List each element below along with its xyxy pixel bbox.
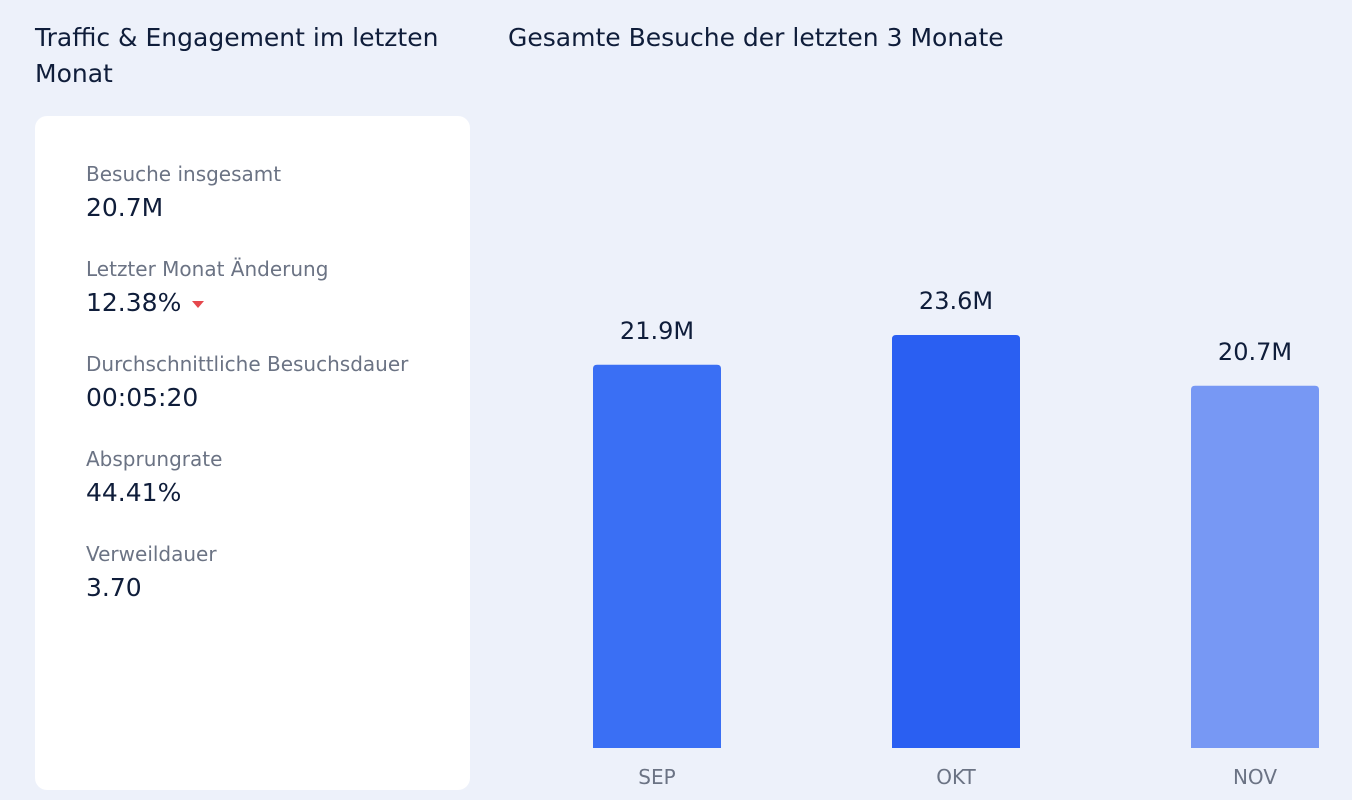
- metric-label: Besuche insgesamt: [86, 162, 282, 186]
- metric-pages-per-visit: Verweildauer 3.70: [86, 540, 470, 635]
- bar-sep[interactable]: [593, 364, 721, 748]
- metric-label: Verweildauer: [86, 542, 217, 566]
- metric-total-visits: Besuche insgesamt 20.7M: [86, 160, 470, 255]
- metric-value: 20.7M: [86, 190, 470, 226]
- caret-down-icon: [192, 300, 205, 308]
- metric-value: 44.41%: [86, 475, 470, 511]
- metric-value: 3.70: [86, 570, 470, 606]
- data-label-okt: 23.6M: [919, 287, 993, 315]
- bar-okt[interactable]: [892, 335, 1020, 748]
- visits-bar-chart: 21.9M SEP 23.6M OKT 20.7M NOV: [508, 120, 1352, 800]
- metric-avg-visit-duration: Durchschnittliche Besuchsdauer 00:05:20: [86, 350, 470, 445]
- metric-label: Durchschnittliche Besuchsdauer: [86, 352, 409, 376]
- metric-value: 00:05:20: [86, 380, 470, 416]
- left-panel-title: Traffic & Engagement im letzten Monat: [35, 23, 439, 88]
- chart-title: Gesamte Besuche der letzten 3 Monate: [508, 23, 1004, 52]
- metric-value-text: 20.7M: [86, 193, 164, 222]
- metric-value-text: 00:05:20: [86, 383, 199, 412]
- x-tick-label-okt: OKT: [936, 765, 976, 789]
- metric-label: Absprungrate: [86, 447, 223, 471]
- metric-bounce-rate: Absprungrate 44.41%: [86, 445, 470, 540]
- data-label-nov: 20.7M: [1218, 338, 1292, 366]
- metric-value-text: 3.70: [86, 573, 142, 602]
- metric-value: 12.38%: [86, 285, 470, 321]
- metric-last-month-change: Letzter Monat Änderung 12.38%: [86, 255, 470, 350]
- bar-nov[interactable]: [1191, 385, 1319, 748]
- bar-chart-svg: 21.9M SEP 23.6M OKT 20.7M NOV: [593, 287, 1319, 789]
- x-tick-label-sep: SEP: [638, 765, 675, 789]
- metric-label: Letzter Monat Änderung: [86, 257, 329, 281]
- metric-value-text: 44.41%: [86, 478, 182, 507]
- metric-value-text: 12.38%: [86, 288, 182, 317]
- data-label-sep: 21.9M: [620, 317, 694, 345]
- engagement-card: Besuche insgesamt 20.7M Letzter Monat Än…: [35, 116, 470, 790]
- x-tick-label-nov: NOV: [1233, 765, 1277, 789]
